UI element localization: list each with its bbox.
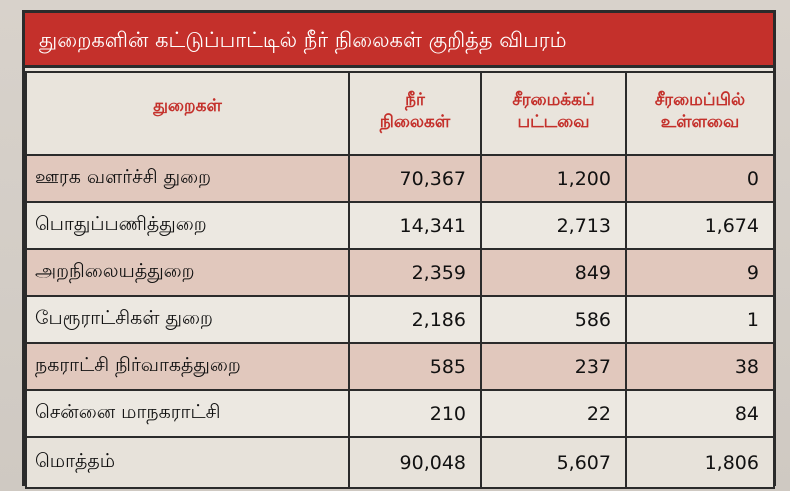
- table-row: பொதுப்பணித்துறை 14,341 2,713 1,674: [25, 201, 775, 250]
- renovated-cell: 849: [480, 248, 627, 297]
- header-dept-line1: துறைகள்: [153, 96, 222, 116]
- water-bodies-cell: 210: [348, 389, 482, 438]
- dept-cell: ஊரக வளர்ச்சி துறை: [25, 154, 350, 203]
- renovated-cell: 22: [480, 389, 627, 438]
- data-table: துறைகள் நீர் நிலைகள் சீரமைக்கப் பட்டவை ச…: [25, 71, 775, 489]
- header-dept: துறைகள்: [25, 71, 350, 156]
- header-water-bodies: நீர் நிலைகள்: [348, 71, 482, 156]
- table-row: சென்னை மாநகராட்சி 210 22 84: [25, 389, 775, 438]
- under-renovation-cell: 84: [625, 389, 775, 438]
- dept-cell: நகராட்சி நிர்வாகத்துறை: [25, 342, 350, 391]
- under-renovation-cell: 38: [625, 342, 775, 391]
- dept-cell: அறநிலையத்துறை: [25, 248, 350, 297]
- table-row: நகராட்சி நிர்வாகத்துறை 585 237 38: [25, 342, 775, 391]
- header-under-renovation-line1: சீரமைப்பில்: [654, 90, 746, 110]
- header-water-bodies-line2: நிலைகள்: [379, 112, 451, 132]
- under-renovation-cell: 1: [625, 295, 775, 344]
- water-bodies-cell: 2,359: [348, 248, 482, 297]
- table-row: அறநிலையத்துறை 2,359 849 9: [25, 248, 775, 297]
- water-bodies-table: துறைகளின் கட்டுப்பாட்டில் நீர் நிலைகள் க…: [22, 10, 776, 489]
- table-row: பேரூராட்சிகள் துறை 2,186 586 1: [25, 295, 775, 344]
- under-renovation-cell: 9: [625, 248, 775, 297]
- water-bodies-cell: 14,341: [348, 201, 482, 250]
- under-renovation-cell: 1,674: [625, 201, 775, 250]
- header-under-renovation: சீரமைப்பில் உள்ளவை: [625, 71, 775, 156]
- total-water-bodies: 90,048: [348, 436, 482, 489]
- header-renovated-line2: பட்டவை: [517, 112, 590, 132]
- header-under-renovation-line2: உள்ளவை: [660, 112, 740, 132]
- header-renovated-line1: சீரமைக்கப்: [512, 90, 595, 110]
- table-title: துறைகளின் கட்டுப்பாட்டில் நீர் நிலைகள் க…: [25, 13, 773, 68]
- header-renovated: சீரமைக்கப் பட்டவை: [480, 71, 627, 156]
- under-renovation-cell: 0: [625, 154, 775, 203]
- water-bodies-cell: 2,186: [348, 295, 482, 344]
- total-under-renovation: 1,806: [625, 436, 775, 489]
- dept-cell: பேரூராட்சிகள் துறை: [25, 295, 350, 344]
- header-water-bodies-line1: நீர்: [405, 90, 425, 110]
- renovated-cell: 586: [480, 295, 627, 344]
- total-label: மொத்தம்: [25, 436, 350, 489]
- table-row: ஊரக வளர்ச்சி துறை 70,367 1,200 0: [25, 154, 775, 203]
- total-renovated: 5,607: [480, 436, 627, 489]
- header-row: துறைகள் நீர் நிலைகள் சீரமைக்கப் பட்டவை ச…: [25, 71, 775, 156]
- dept-cell: பொதுப்பணித்துறை: [25, 201, 350, 250]
- total-row: மொத்தம் 90,048 5,607 1,806: [25, 436, 775, 489]
- renovated-cell: 2,713: [480, 201, 627, 250]
- dept-cell: சென்னை மாநகராட்சி: [25, 389, 350, 438]
- water-bodies-cell: 585: [348, 342, 482, 391]
- renovated-cell: 1,200: [480, 154, 627, 203]
- renovated-cell: 237: [480, 342, 627, 391]
- water-bodies-cell: 70,367: [348, 154, 482, 203]
